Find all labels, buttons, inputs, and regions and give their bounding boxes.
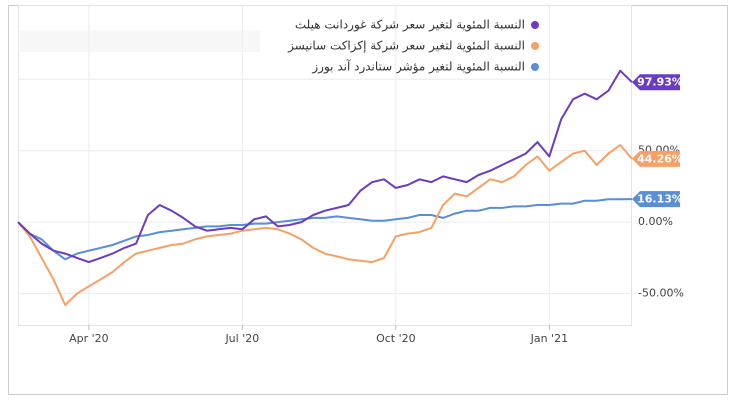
legend-marker [531,42,539,50]
legend-marker [531,63,539,71]
x-tick-label: Oct '20 [376,332,416,345]
legend-label: النسبة المئوية لتغير مؤشر ستاندرد آند بو… [311,59,525,75]
value-tag [632,74,680,91]
value-label: 16.13% [637,193,683,206]
x-tick-label: Apr '20 [69,332,109,345]
value-label: 44.26% [637,152,683,165]
value-label: 97.93% [637,76,683,89]
legend-label: النسبة المئوية لتغير سعر شركة غوردانت هي… [295,18,525,33]
value-tag [632,150,680,167]
legend-marker [531,21,539,29]
legend-label: النسبة المئوية لتغير سعر شركة إكزاكت سان… [287,39,525,54]
line [17,69,633,264]
legend: النسبة المئوية لتغير سعر شركة غوردانت هي… [287,18,539,75]
line [17,144,633,306]
plot-area [18,5,632,326]
y-tick-label: 0.00% [638,215,673,228]
line [17,198,633,261]
x-tick-label: Jul '20 [224,332,259,345]
value-tag [632,191,680,208]
x-tick-label: Jan '21 [530,332,568,345]
redacted-area [20,30,260,52]
y-tick-label: -50.00% [638,287,684,300]
